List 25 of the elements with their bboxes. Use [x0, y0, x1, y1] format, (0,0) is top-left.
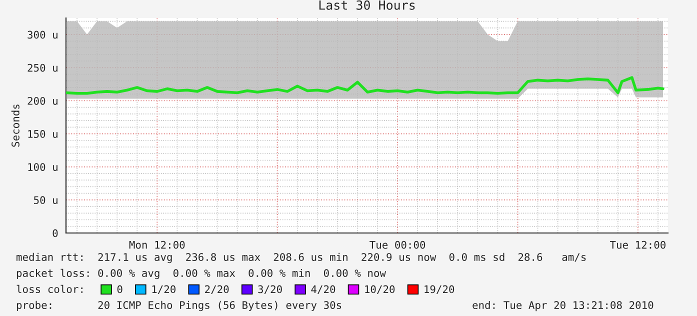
- text: end: Tue Apr 20 13:21:08 2010: [472, 300, 654, 312]
- y-tick-label: 150 u: [28, 130, 58, 138]
- line-series: [66, 76, 664, 95]
- text: median rtt: 217.1 us avg 236.8 us max 208.6 us min 220.9 us now 0.0 ms sd 28.6 am/s: [16, 252, 586, 264]
- y-tick-label: 200 u: [28, 96, 58, 105]
- x-tick-label: Tue 00:00: [370, 240, 426, 249]
- x-tick-label: Tue 12:00: [610, 240, 666, 249]
- legend-label: 1/20: [152, 285, 176, 294]
- legend-title: loss color:: [16, 284, 82, 294]
- y-tick-label: 50 u: [34, 196, 58, 204]
- legend-label: 3/20: [258, 285, 282, 294]
- y-axis-title: Seconds: [11, 104, 20, 147]
- text: probe: 20 ICMP Echo Pings (56 Bytes) every 30s: [16, 300, 342, 312]
- chart-title: Last 30 Hours: [319, 0, 415, 10]
- legend-label: 19/20: [424, 285, 454, 294]
- legend-label: 2/20: [205, 285, 229, 294]
- text: packet loss: 0.00 % avg 0.00 % max 0.00 % min 0.00 % now: [16, 268, 386, 280]
- y-tick-label: 300 u: [28, 30, 58, 39]
- y-tick-label: 250 u: [28, 64, 58, 72]
- legend-label: 10/20: [365, 285, 395, 294]
- y-tick-label: 0: [52, 229, 58, 238]
- x-tick-label: Mon 12:00: [129, 240, 185, 249]
- y-tick-label: 100 u: [28, 163, 58, 171]
- legend-label: 0: [117, 285, 122, 294]
- legend-label: 4/20: [311, 285, 336, 294]
